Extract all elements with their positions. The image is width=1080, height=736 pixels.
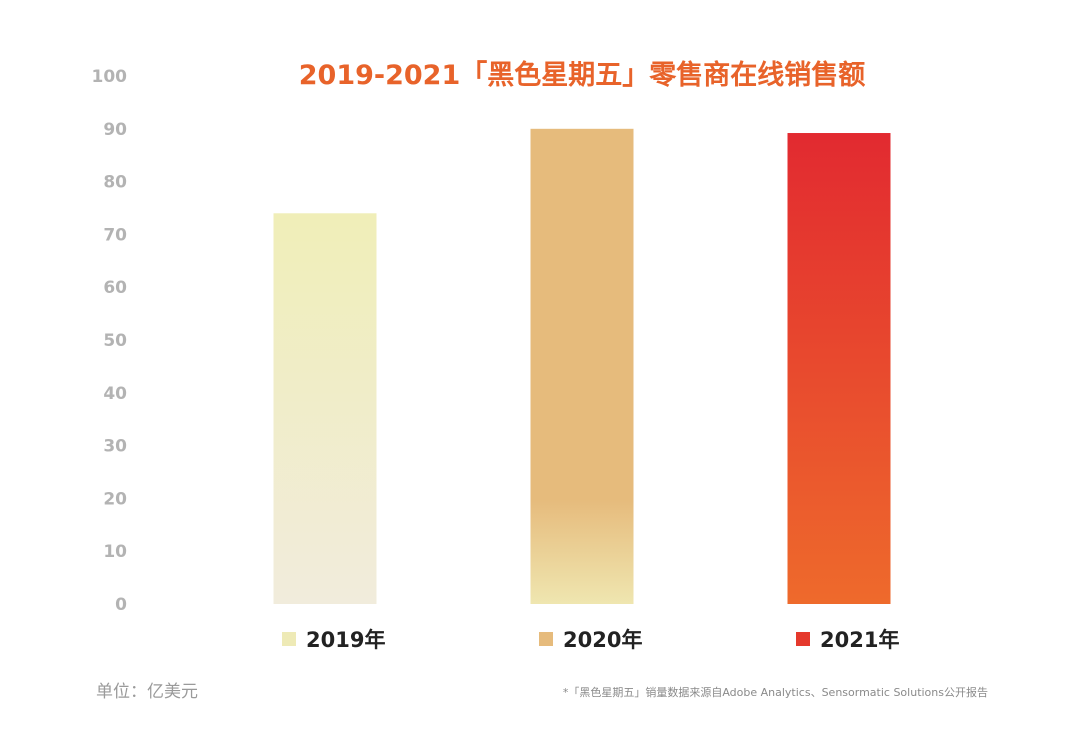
- y-tick-label: 30: [103, 437, 127, 457]
- bars: [273, 128, 891, 605]
- y-tick-label: 20: [103, 489, 127, 509]
- y-tick-label: 40: [103, 384, 127, 404]
- footnote: *「黑色星期五」销量数据来源自Adobe Analytics、Sensormat…: [563, 685, 988, 699]
- unit-label: 单位：亿美元: [96, 682, 198, 702]
- legend-label-3: 2021年: [820, 628, 899, 652]
- bar-1: [273, 213, 377, 604]
- y-tick-label: 0: [115, 595, 127, 615]
- legend-label-2: 2020年: [563, 628, 642, 652]
- legend-label-1: 2019年: [306, 628, 385, 652]
- y-tick-label: 90: [103, 120, 127, 140]
- y-tick-label: 60: [103, 278, 127, 298]
- y-tick-label: 70: [103, 225, 127, 245]
- y-tick-label: 80: [103, 173, 127, 193]
- y-tick-label: 100: [92, 67, 128, 87]
- bar-3: [787, 133, 891, 605]
- legend-swatch-2: [539, 632, 553, 646]
- bar-2: [530, 128, 634, 605]
- y-tick-label: 50: [103, 331, 127, 351]
- y-axis: 0 10 20 30 40 50 60 70 80 90 100: [92, 67, 128, 615]
- chart-title: 2019-2021「黑色星期五」零售商在线销售额: [299, 59, 866, 91]
- legend-swatch-1: [282, 632, 296, 646]
- legend: 2019年 2020年 2021年: [282, 628, 899, 652]
- y-tick-label: 10: [103, 542, 127, 562]
- legend-swatch-3: [796, 632, 810, 646]
